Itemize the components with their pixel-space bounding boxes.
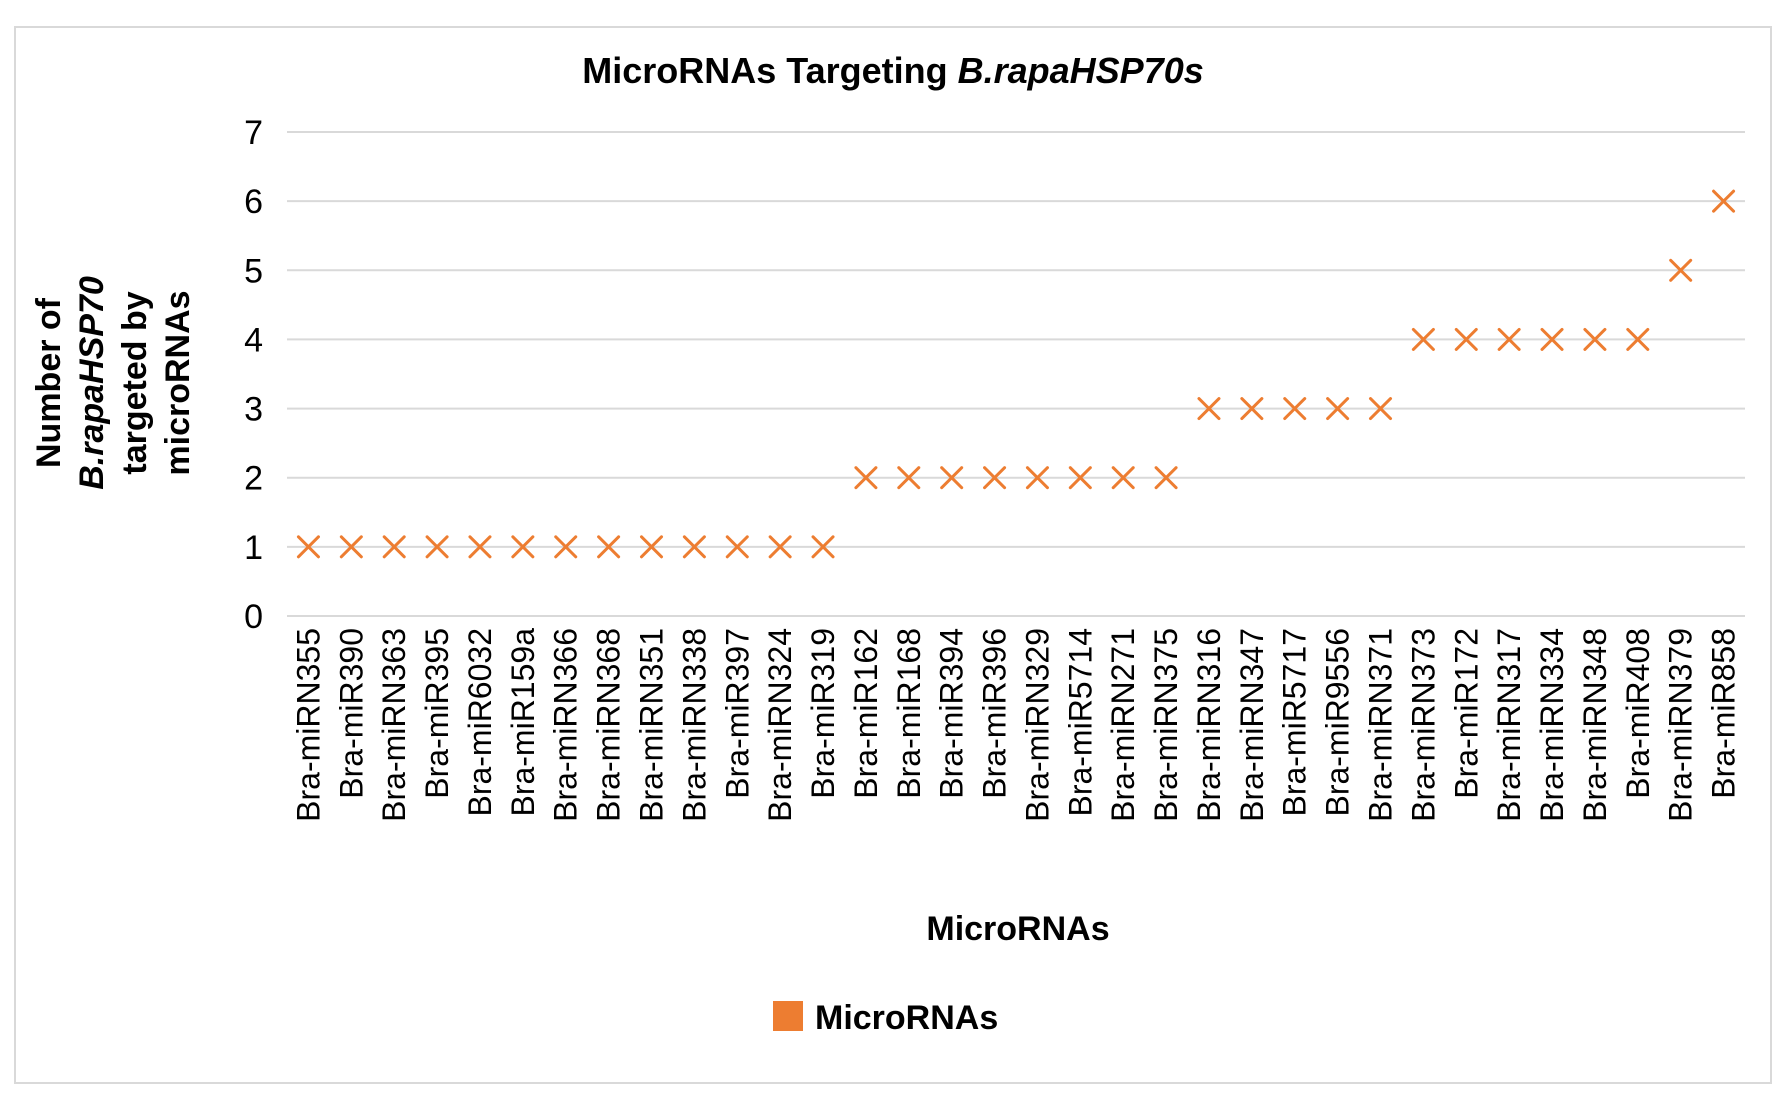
chart-frame bbox=[14, 26, 1772, 1084]
y-tick-label-4: 4 bbox=[244, 321, 263, 359]
data-point-3 bbox=[382, 535, 406, 559]
x-tick-label-24: Bra-miR5717 bbox=[1277, 628, 1313, 817]
x-tick-label-19: Bra-miR5714 bbox=[1062, 628, 1098, 817]
data-point-10 bbox=[682, 535, 706, 559]
legend-swatch bbox=[773, 1001, 803, 1031]
x-tick-label-2: Bra-miR390 bbox=[333, 628, 369, 799]
x-tick-label-16: Bra-miR394 bbox=[934, 628, 970, 799]
data-point-7 bbox=[554, 535, 578, 559]
y-tick-label-7: 7 bbox=[244, 114, 263, 152]
data-point-15 bbox=[897, 466, 921, 490]
y-tick-label-3: 3 bbox=[244, 391, 263, 429]
data-point-28 bbox=[1454, 327, 1478, 351]
data-point-14 bbox=[854, 466, 878, 490]
x-tick-label-18: Bra-miRN329 bbox=[1019, 628, 1055, 822]
legend: MicroRNAs bbox=[773, 999, 998, 1037]
x-tick-label-26: Bra-miRN371 bbox=[1363, 628, 1399, 822]
x-tick-label-5: Bra-miR6032 bbox=[462, 628, 498, 817]
x-tick-label-11: Bra-miR397 bbox=[719, 628, 755, 799]
x-tick-label-33: Bra-miRN379 bbox=[1663, 628, 1699, 822]
data-point-21 bbox=[1154, 466, 1178, 490]
chart-title: MicroRNAs Targeting B.rapaHSP70s bbox=[582, 50, 1204, 91]
x-tick-label-9: Bra-miRN351 bbox=[634, 628, 670, 822]
x-tick-label-21: Bra-miRN375 bbox=[1148, 628, 1184, 822]
x-tick-label-4: Bra-miR395 bbox=[419, 628, 455, 799]
data-point-11 bbox=[725, 535, 749, 559]
data-point-12 bbox=[768, 535, 792, 559]
gridlines bbox=[287, 131, 1745, 617]
data-point-19 bbox=[1068, 466, 1092, 490]
x-axis-title: MicroRNAs bbox=[926, 910, 1109, 948]
data-point-22 bbox=[1197, 397, 1221, 421]
x-tick-label-27: Bra-miRN373 bbox=[1405, 628, 1441, 822]
data-point-2 bbox=[339, 535, 363, 559]
x-axis-tick-labels: Bra-miRN355 Bra-miR390 Bra-miRN363 Bra-miR3… bbox=[290, 628, 1741, 822]
data-point-5 bbox=[468, 535, 492, 559]
data-point-18 bbox=[1025, 466, 1049, 490]
y-tick-label-0: 0 bbox=[244, 598, 263, 636]
x-tick-label-8: Bra-miRN368 bbox=[591, 628, 627, 822]
data-point-24 bbox=[1283, 397, 1307, 421]
y-axis-title-line4: microRNAs bbox=[159, 290, 197, 475]
data-point-16 bbox=[940, 466, 964, 490]
data-point-32 bbox=[1626, 327, 1650, 351]
data-point-29 bbox=[1497, 327, 1521, 351]
x-tick-label-17: Bra-miR396 bbox=[977, 628, 1013, 799]
x-tick-label-12: Bra-miRN324 bbox=[762, 628, 798, 822]
y-tick-label-5: 5 bbox=[244, 252, 263, 290]
y-axis-title-line3: targeted by bbox=[116, 291, 154, 474]
data-point-6 bbox=[511, 535, 535, 559]
y-axis-ticks: 0 1 2 3 4 5 6 7 bbox=[244, 114, 263, 636]
data-point-13 bbox=[811, 535, 835, 559]
x-tick-label-1: Bra-miRN355 bbox=[290, 628, 326, 822]
chart-title-prefix: MicroRNAs Targeting bbox=[582, 50, 957, 91]
data-point-17 bbox=[983, 466, 1007, 490]
data-point-8 bbox=[597, 535, 621, 559]
x-tick-label-28: Bra-miR172 bbox=[1448, 628, 1484, 799]
y-axis-title-line2: B.rapaHSP70 bbox=[73, 276, 111, 490]
y-axis-title-line1: Number of bbox=[30, 297, 68, 468]
data-point-23 bbox=[1240, 397, 1264, 421]
data-point-30 bbox=[1540, 327, 1564, 351]
data-point-33 bbox=[1669, 258, 1693, 282]
data-point-34 bbox=[1712, 189, 1736, 213]
data-point-31 bbox=[1583, 327, 1607, 351]
x-tick-label-32: Bra-miR408 bbox=[1620, 628, 1656, 799]
y-tick-label-1: 1 bbox=[244, 529, 263, 567]
x-tick-label-30: Bra-miRN334 bbox=[1534, 628, 1570, 822]
x-tick-label-3: Bra-miRN363 bbox=[376, 628, 412, 822]
data-point-26 bbox=[1369, 397, 1392, 421]
x-tick-label-29: Bra-miRN317 bbox=[1491, 628, 1527, 822]
x-tick-label-13: Bra-miR319 bbox=[805, 628, 841, 799]
x-tick-label-20: Bra-miRN271 bbox=[1105, 628, 1141, 822]
y-tick-label-2: 2 bbox=[244, 460, 263, 498]
x-tick-label-6: Bra-miR159a bbox=[505, 628, 541, 817]
x-tick-label-15: Bra-miR168 bbox=[891, 628, 927, 799]
x-tick-label-7: Bra-miRN366 bbox=[548, 628, 584, 822]
data-point-25 bbox=[1326, 397, 1350, 421]
x-tick-label-14: Bra-miR162 bbox=[848, 628, 884, 799]
x-tick-label-31: Bra-miRN348 bbox=[1577, 628, 1613, 822]
x-tick-label-22: Bra-miRN316 bbox=[1191, 628, 1227, 822]
y-tick-label-6: 6 bbox=[244, 183, 263, 221]
chart-title-italic: B.rapaHSP70s bbox=[958, 50, 1204, 91]
data-point-27 bbox=[1411, 327, 1435, 351]
data-point-1 bbox=[296, 535, 320, 559]
data-point-4 bbox=[425, 535, 449, 559]
x-tick-label-10: Bra-miRN338 bbox=[676, 628, 712, 822]
x-tick-label-34: Bra-miR858 bbox=[1706, 628, 1742, 799]
y-axis-title: Number of B.rapaHSP70 targeted by microR… bbox=[30, 276, 197, 490]
data-markers bbox=[296, 189, 1736, 559]
x-tick-label-23: Bra-miRN347 bbox=[1234, 628, 1270, 822]
x-tick-label-25: Bra-miR9556 bbox=[1320, 628, 1356, 817]
data-point-20 bbox=[1111, 466, 1135, 490]
data-point-9 bbox=[640, 535, 663, 559]
legend-label: MicroRNAs bbox=[815, 999, 998, 1037]
